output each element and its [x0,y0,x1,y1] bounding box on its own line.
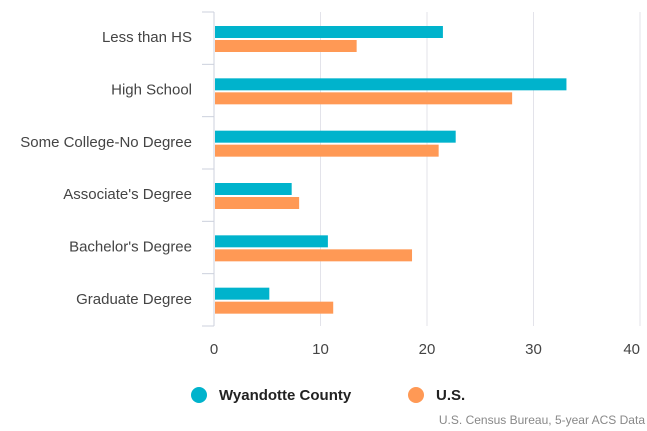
bar [215,183,292,195]
y-tick-label: Graduate Degree [76,291,192,308]
bar [215,287,270,300]
bar [215,130,456,143]
bar [215,26,443,38]
x-tick-label: 30 [525,341,542,358]
bar [215,144,439,157]
x-tick-label: 0 [210,341,218,358]
bar [215,197,300,209]
bar [215,40,357,52]
bar [215,92,513,105]
x-tick-label: 40 [623,341,640,358]
x-tick-label: 10 [312,341,329,358]
bar [215,78,567,91]
legend-marker [191,387,207,403]
y-tick-label: Some College-No Degree [20,134,192,151]
x-tick-label: 20 [419,341,436,358]
source: U.S. Census Bureau, 5-year ACS Data [439,413,645,427]
legend-label: U.S. [436,387,465,404]
y-tick-label: Associate's Degree [63,186,192,203]
y-tick-label: Bachelor's Degree [69,238,192,255]
bar [215,235,328,248]
y-tick-label: High School [111,81,192,98]
legend-marker [408,387,424,403]
bar [215,249,413,262]
y-tick-label: Less than HS [102,29,192,46]
bar [215,301,334,314]
legend-label: Wyandotte County [219,387,352,404]
